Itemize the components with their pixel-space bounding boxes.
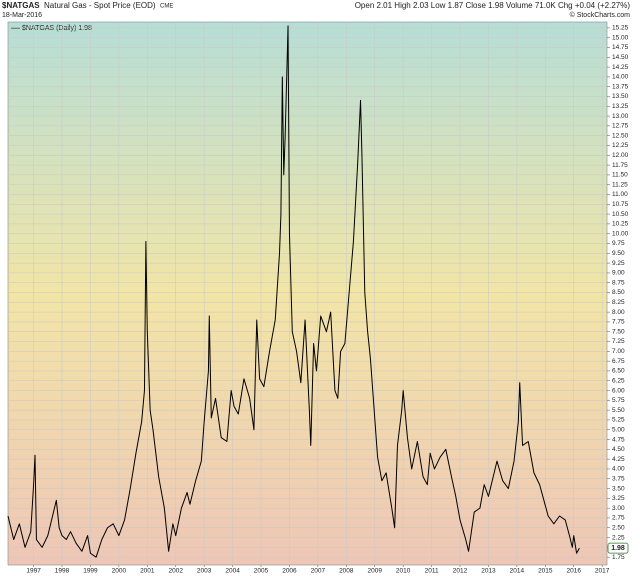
x-tick-label: 1997 bbox=[26, 568, 41, 575]
y-tick-label: 15.00 bbox=[612, 34, 629, 41]
y-tick-label: 14.50 bbox=[612, 54, 629, 61]
credit: © StockCharts.com bbox=[570, 11, 631, 19]
y-tick-label: 7.75 bbox=[612, 319, 625, 326]
x-tick-label: 2003 bbox=[197, 568, 212, 575]
y-tick-label: 12.75 bbox=[612, 123, 629, 130]
x-tick-label: 2012 bbox=[453, 568, 468, 575]
y-tick-label: 4.75 bbox=[612, 436, 625, 443]
y-tick-label: 13.25 bbox=[612, 103, 629, 110]
y-tick-label: 9.00 bbox=[612, 270, 625, 277]
y-tick-label: 7.50 bbox=[612, 328, 625, 335]
y-tick-label: 12.00 bbox=[612, 152, 629, 159]
exchange: CME bbox=[160, 4, 173, 10]
x-tick-label: 2007 bbox=[311, 568, 326, 575]
y-tick-label: 3.75 bbox=[612, 475, 625, 482]
date: 18-Mar-2016 bbox=[2, 12, 42, 19]
y-tick-label: 11.25 bbox=[612, 181, 628, 188]
y-tick-label: 13.50 bbox=[612, 93, 629, 100]
legend-entry: $NATGAS (Daily) 1.98 bbox=[22, 25, 92, 32]
y-tick-label: 7.25 bbox=[612, 338, 625, 345]
x-tick-label: 2002 bbox=[168, 568, 183, 575]
y-tick-label: 4.25 bbox=[612, 456, 625, 463]
y-tick-label: 15.25 bbox=[612, 25, 629, 32]
y-tick-label: 14.25 bbox=[612, 64, 629, 71]
x-tick-label: 2009 bbox=[368, 568, 383, 575]
y-tick-label: 10.75 bbox=[612, 201, 629, 208]
y-tick-label: 11.00 bbox=[612, 191, 628, 198]
y-tick-label: 14.75 bbox=[612, 44, 629, 51]
chart-title: Natural Gas - Spot Price (EOD) bbox=[44, 1, 156, 10]
y-tick-label: 9.75 bbox=[612, 240, 625, 247]
y-tick-label: 3.25 bbox=[612, 495, 625, 502]
y-tick-label: 6.00 bbox=[612, 387, 625, 394]
x-tick-label: 2000 bbox=[112, 568, 127, 575]
y-tick-label: 8.25 bbox=[612, 299, 625, 306]
x-tick-label: 2011 bbox=[425, 568, 439, 575]
y-tick-label: 8.00 bbox=[612, 309, 625, 316]
y-tick-label: 3.50 bbox=[612, 485, 625, 492]
y-tick-label: 13.00 bbox=[612, 113, 629, 120]
price-line bbox=[7, 25, 580, 558]
y-tick-label: 11.75 bbox=[612, 162, 628, 169]
x-tick-label: 2005 bbox=[254, 568, 269, 575]
y-tick-label: 12.25 bbox=[612, 142, 629, 149]
y-tick-label: 14.00 bbox=[612, 74, 629, 81]
y-tick-label: 2.25 bbox=[612, 534, 625, 541]
y-tick-label: 10.25 bbox=[612, 221, 629, 228]
y-tick-label: 6.50 bbox=[612, 368, 625, 375]
y-tick-label: 5.75 bbox=[612, 397, 625, 404]
x-tick-label: 2010 bbox=[396, 568, 411, 575]
quote: Open 2.01 High 2.03 Low 1.87 Close 1.98 … bbox=[355, 1, 631, 10]
y-tick-label: 10.00 bbox=[612, 230, 629, 237]
y-tick-label: 3.00 bbox=[612, 505, 625, 512]
x-tick-label: 2008 bbox=[339, 568, 354, 575]
y-tick-label: 6.75 bbox=[612, 358, 625, 365]
y-tick-label: 8.50 bbox=[612, 289, 625, 296]
y-tick-label: 12.50 bbox=[612, 132, 629, 139]
x-tick-label: 2013 bbox=[481, 568, 496, 575]
y-tick-label: 9.25 bbox=[612, 260, 625, 267]
x-tick-label: 2004 bbox=[225, 568, 240, 575]
x-tick-label: 2017 bbox=[595, 568, 610, 575]
y-tick-label: 6.25 bbox=[612, 377, 625, 384]
x-tick-label: 2006 bbox=[282, 568, 297, 575]
y-tick-label: 4.50 bbox=[612, 446, 625, 453]
y-tick-label: 2.75 bbox=[612, 515, 625, 522]
x-tick-label: 1998 bbox=[55, 568, 70, 575]
symbol: $NATGAS bbox=[2, 1, 40, 10]
y-tick-label: 2.50 bbox=[612, 524, 625, 531]
y-tick-label: 11.50 bbox=[612, 172, 628, 179]
y-tick-label: 9.50 bbox=[612, 250, 625, 257]
y-tick-label: 1.75 bbox=[612, 554, 625, 561]
x-tick-label: 2015 bbox=[538, 568, 553, 575]
y-tick-label: 13.75 bbox=[612, 83, 629, 90]
x-tick-label: 2016 bbox=[567, 568, 582, 575]
x-tick-label: 2014 bbox=[510, 568, 525, 575]
plot-area bbox=[7, 21, 608, 566]
y-tick-label: 5.25 bbox=[612, 417, 625, 424]
y-tick-label: 8.75 bbox=[612, 279, 625, 286]
y-tick-label: 5.00 bbox=[612, 426, 625, 433]
last-value-label: 1.98 bbox=[611, 545, 625, 552]
last-value-box bbox=[607, 542, 629, 554]
y-tick-label: 7.00 bbox=[612, 348, 625, 355]
x-tick-label: 1999 bbox=[83, 568, 98, 575]
y-tick-label: 5.50 bbox=[612, 407, 625, 414]
y-tick-label: 10.50 bbox=[612, 211, 629, 218]
x-tick-label: 2001 bbox=[140, 568, 155, 575]
y-tick-label: 4.00 bbox=[612, 466, 625, 473]
